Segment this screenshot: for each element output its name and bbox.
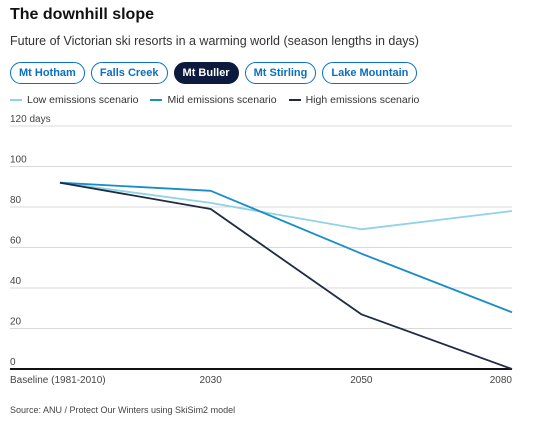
tab-falls-creek[interactable]: Falls Creek: [90, 62, 168, 84]
series-line-mid: [59, 181, 513, 314]
x-tick-label-1: 2030: [200, 375, 223, 386]
y-tick-label-80: 80: [10, 195, 22, 206]
series-line-high: [59, 181, 513, 370]
legend-swatch-low: [10, 99, 22, 101]
tab-mt-stirling[interactable]: Mt Stirling: [244, 62, 317, 84]
y-tick-label-100: 100: [10, 155, 27, 166]
legend-item-mid: Mid emissions scenario: [150, 94, 277, 106]
series-line-low: [59, 181, 513, 231]
tab-mt-hotham[interactable]: Mt Hotham: [10, 62, 85, 84]
tab-mt-buller[interactable]: Mt Buller: [173, 62, 239, 84]
resort-selector: Mt Hotham Falls Creek Mt Buller Mt Stirl…: [10, 62, 418, 84]
x-tick-label-3: 2080: [490, 375, 513, 386]
y-tick-label-20: 20: [10, 317, 22, 328]
chart-title: The downhill slope: [10, 6, 154, 23]
legend-item-high: High emissions scenario: [288, 94, 420, 106]
y-tick-label-120: 120 days: [10, 114, 51, 125]
legend-label-high: High emissions scenario: [305, 94, 420, 106]
x-tick-label-2: 2050: [350, 375, 373, 386]
legend-label-low: Low emissions scenario: [27, 94, 139, 106]
y-tick-label-60: 60: [10, 236, 22, 247]
x-tick-label-0: Baseline (1981-2010): [10, 375, 106, 386]
tab-lake-mountain[interactable]: Lake Mountain: [322, 62, 418, 84]
legend-item-low: Low emissions scenario: [10, 94, 138, 106]
legend-swatch-mid: [150, 99, 163, 101]
chart-subtitle: Future of Victorian ski resorts in a war…: [10, 34, 419, 48]
line-chart: 0 20 40 60 80 100 120 days Baseline (1981-2010)…: [10, 114, 513, 386]
legend: Low emissions scenario Mid emissions sce…: [10, 94, 419, 106]
y-tick-label-0: 0: [10, 357, 16, 368]
source-note: Source: ANU / Protect Our Winters using …: [10, 405, 236, 415]
legend-swatch-high: [288, 99, 301, 101]
y-tick-label-40: 40: [10, 276, 22, 287]
legend-label-mid: Mid emissions scenario: [167, 94, 277, 106]
